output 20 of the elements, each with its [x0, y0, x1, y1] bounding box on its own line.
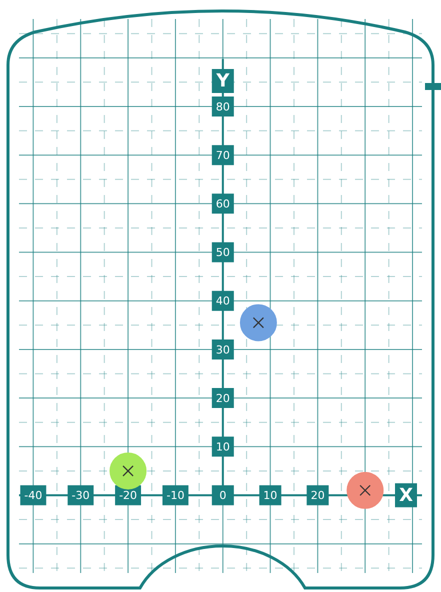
y-tick-label: 30	[216, 343, 230, 356]
x-tick-label: -40	[24, 489, 42, 502]
x-tick-label: -10	[166, 489, 184, 502]
x-tick-label: -30	[72, 489, 90, 502]
point	[110, 452, 147, 490]
y-tick-label: 10	[216, 440, 230, 454]
y-tick-label: 80	[216, 100, 230, 114]
x-tick-label: 0	[219, 489, 226, 502]
y-tick-label: 40	[216, 294, 230, 308]
point	[240, 304, 277, 342]
point	[346, 472, 384, 509]
x-tick-label: -20	[119, 489, 138, 502]
x-tick-label: 10	[263, 489, 278, 502]
y-tick-label: 60	[216, 198, 230, 211]
x-axis-title: X	[399, 484, 414, 506]
y-tick-label: 20	[216, 392, 230, 405]
x-tick-label: 20	[310, 489, 325, 502]
y-axis-title: Y	[215, 70, 230, 92]
y-tick-label: 50	[216, 246, 230, 260]
y-tick-label: 70	[216, 148, 230, 162]
